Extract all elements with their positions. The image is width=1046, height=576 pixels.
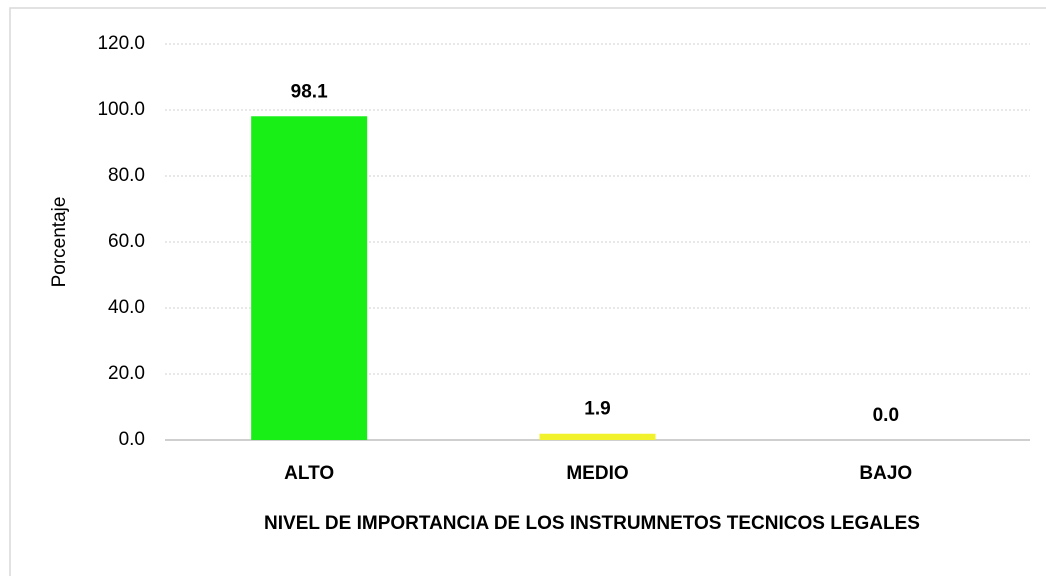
y-axis-title: Porcentaje xyxy=(49,197,70,288)
chart-frame xyxy=(9,7,1046,576)
x-tick-label: BAJO xyxy=(859,463,912,484)
value-label: 98.1 xyxy=(291,81,328,102)
value-label: 0.0 xyxy=(873,405,899,426)
y-tick-label: 0.0 xyxy=(119,429,145,450)
y-tick-label: 60.0 xyxy=(108,231,145,252)
x-tick-label: ALTO xyxy=(284,463,334,484)
value-label: 1.9 xyxy=(584,399,610,420)
bar xyxy=(539,433,656,440)
bar xyxy=(251,116,368,441)
y-tick-label: 40.0 xyxy=(108,297,145,318)
x-tick-label: MEDIO xyxy=(566,463,628,484)
x-axis-title: NIVEL DE IMPORTANCIA DE LOS INSTRUMNETOS… xyxy=(264,513,920,534)
y-tick-label: 120.0 xyxy=(97,33,145,54)
y-tick-label: 100.0 xyxy=(97,99,145,120)
y-tick-label: 20.0 xyxy=(108,363,145,384)
y-tick-label: 80.0 xyxy=(108,165,145,186)
